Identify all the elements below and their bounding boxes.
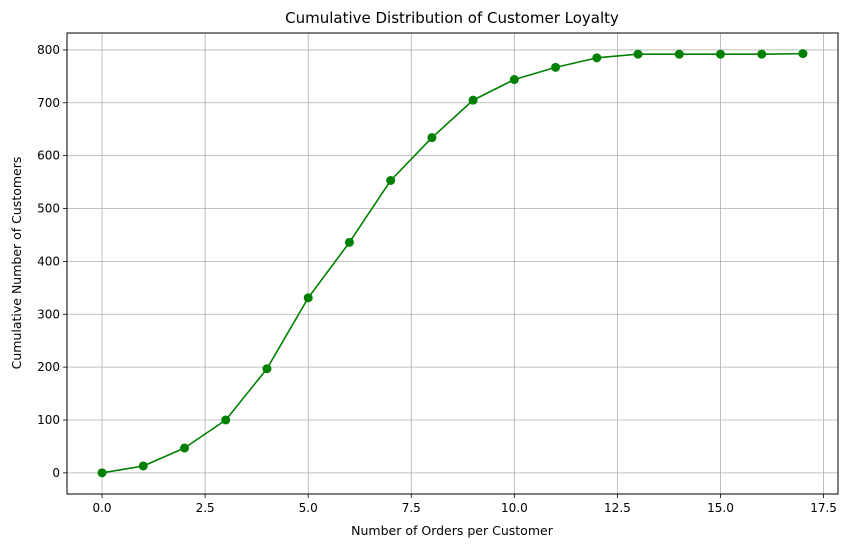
data-point — [262, 364, 272, 374]
y-tick-label: 600 — [37, 149, 60, 163]
x-tick-label: 10.0 — [501, 501, 528, 515]
y-tick-label: 700 — [37, 96, 60, 110]
x-tick-label: 17.5 — [810, 501, 837, 515]
y-tick-label: 400 — [37, 254, 60, 268]
series-layer — [97, 49, 808, 478]
x-tick-label: 12.5 — [604, 501, 631, 515]
data-point — [427, 133, 437, 143]
data-point — [757, 49, 767, 59]
x-tick-label: 15.0 — [707, 501, 734, 515]
plot-frame — [66, 32, 839, 495]
y-tick-label: 800 — [37, 43, 60, 57]
data-point — [97, 468, 107, 478]
x-tick-label: 5.0 — [299, 501, 318, 515]
data-point — [715, 49, 725, 59]
data-point — [592, 53, 602, 63]
data-point — [386, 175, 396, 185]
y-axis-label: Cumulative Number of Customers — [9, 157, 24, 370]
y-tick-label: 100 — [37, 413, 60, 427]
data-point — [674, 49, 684, 59]
y-tick-label: 200 — [37, 360, 60, 374]
x-tick-label: 0.0 — [92, 501, 111, 515]
x-tick-label: 2.5 — [196, 501, 215, 515]
chart-title: Cumulative Distribution of Customer Loya… — [285, 9, 619, 27]
data-point — [344, 237, 354, 247]
data-point — [798, 49, 808, 59]
y-tick-label: 300 — [37, 307, 60, 321]
series-line — [101, 52, 803, 474]
x-axis-label: Number of Orders per Customer — [351, 523, 554, 538]
axis-ticks: 0.0 2.5 5.0 7.5 10.0 12.5 15.0 17.5 0 100 200 300 40… — [37, 43, 837, 515]
data-point — [180, 443, 190, 453]
y-tick-label: 500 — [37, 202, 60, 216]
data-point — [221, 415, 231, 425]
y-tick-label: 0 — [52, 466, 60, 480]
data-point — [509, 75, 519, 85]
data-point — [303, 293, 313, 303]
data-point — [468, 95, 478, 105]
x-tick-label: 7.5 — [402, 501, 421, 515]
data-point — [633, 49, 643, 59]
data-point — [551, 62, 561, 72]
data-point — [138, 461, 148, 471]
grid-lines — [67, 33, 838, 494]
